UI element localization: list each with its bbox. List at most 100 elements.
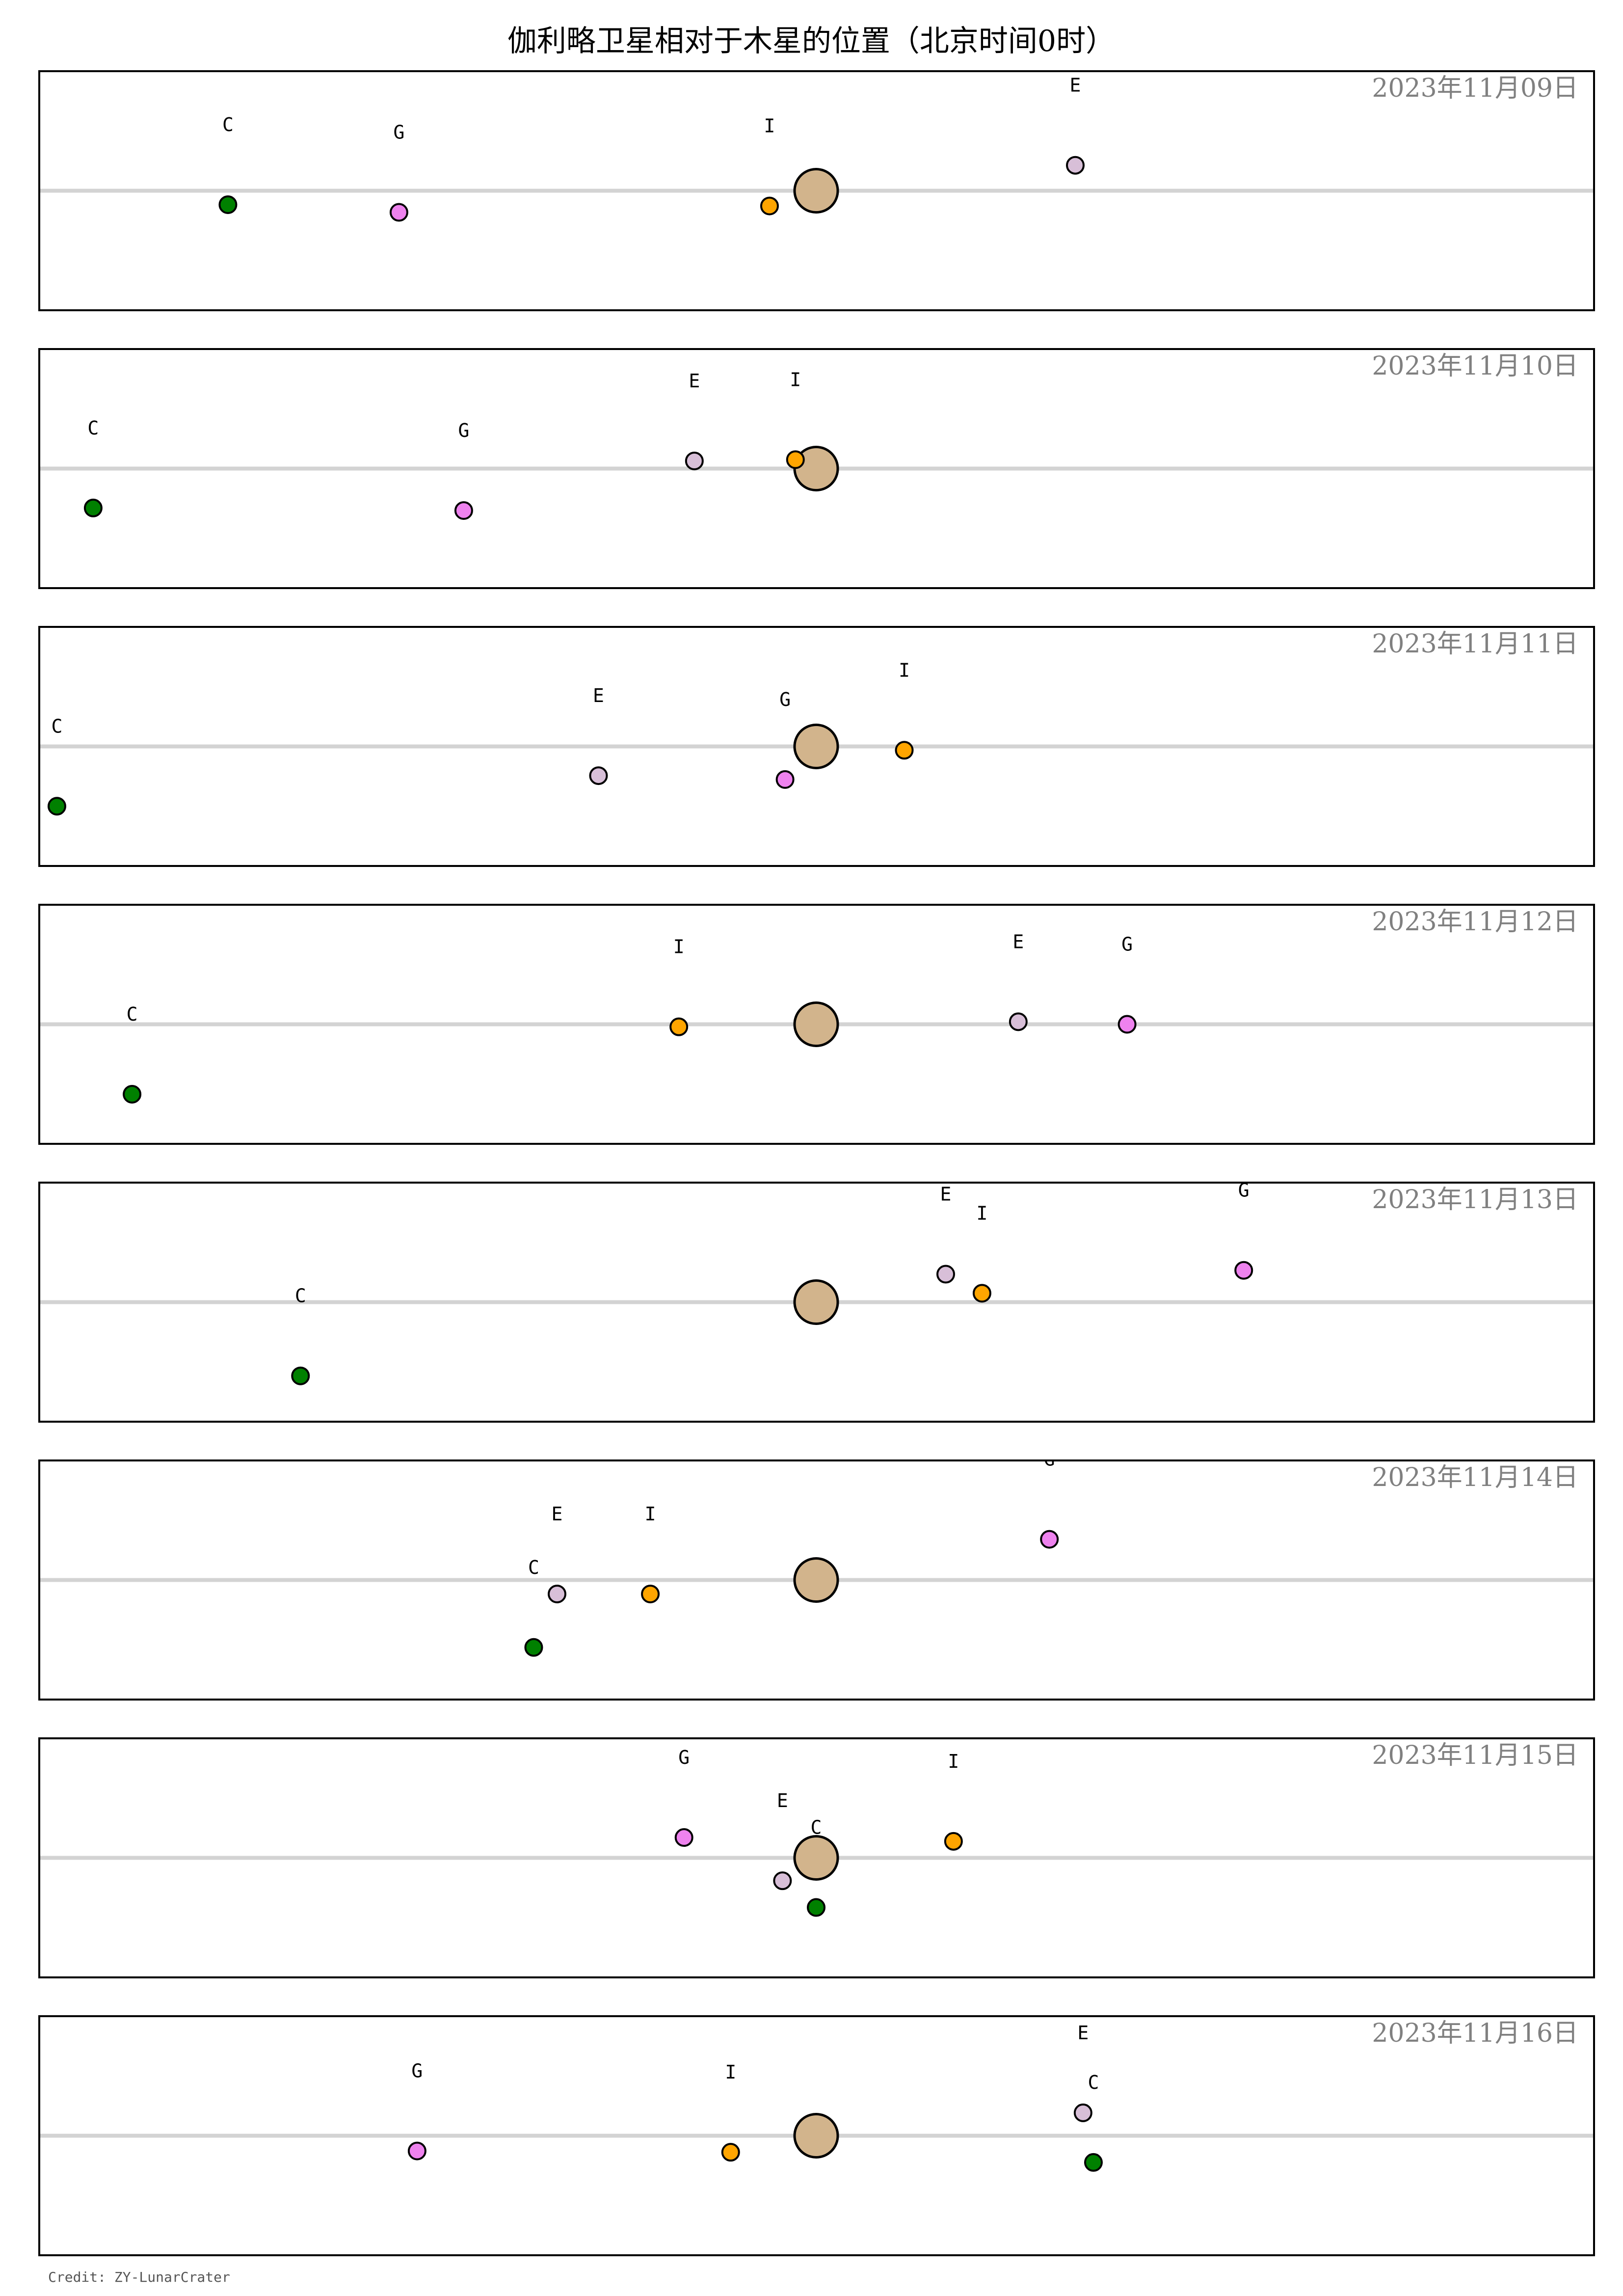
panel-4: C I E G 2023年11月12日 [38,904,1595,1145]
moon-G-label: G [779,689,791,710]
panel-frame [38,904,1595,1145]
moon-C-label: C [295,1285,306,1307]
moon-C-label: C [127,1003,138,1025]
moon-C-marker [807,1898,825,1917]
moon-G-label: G [678,1747,690,1768]
panel-date: 2023年11月16日 [1372,2019,1578,2048]
moon-E-marker [589,766,608,785]
jupiter-marker [793,1835,839,1881]
moon-I-marker [944,1832,963,1851]
panel-date: 2023年11月10日 [1372,351,1578,381]
moon-G-marker [407,2141,426,2161]
moon-E-marker [773,1871,792,1891]
moon-E-label: E [1070,75,1081,96]
moon-C-marker [524,1638,543,1657]
panel-plot-area: C G I E [39,75,1594,222]
panel-date: 2023年11月09日 [1372,74,1578,103]
moon-E-marker [685,451,704,470]
moon-C-marker [218,195,238,214]
moon-G-marker [454,501,473,520]
moon-I-marker [760,196,779,216]
moon-E-label: E [940,1184,952,1205]
moon-C-label: C [87,417,99,439]
moon-I-label: I [976,1202,987,1224]
moon-G-label: G [1044,1449,1055,1470]
moon-C-marker [83,498,103,517]
jupiter-marker [793,724,839,769]
moon-I-label: I [899,659,910,681]
moon-E-label: E [689,370,700,392]
moon-E-marker [936,1265,955,1284]
panel-2: C G E I 2023年11月10日 [38,348,1595,589]
panel-date: 2023年11月13日 [1372,1185,1578,1215]
jupiter-marker [793,1001,839,1047]
moon-I-marker [669,1017,689,1036]
moon-C-label: C [222,114,234,135]
moon-C-marker [47,797,66,816]
moon-G-label: G [1238,1180,1250,1201]
panel-frame [38,1459,1595,1701]
moon-G-marker [1117,1015,1137,1034]
moon-G-marker [674,1828,693,1847]
panel-plot-area: C E G I [39,659,1594,816]
panel-plot-area: C E I G [39,1449,1594,1657]
panel-plot-area: G E C I [39,1747,1594,1917]
panel-plot-area: C E I G [39,1180,1594,1385]
moon-I-label: I [764,115,775,137]
jupiter-marker [793,1279,839,1325]
moon-C-label: C [1088,2072,1099,2093]
moon-I-label: I [790,369,801,390]
panel-6: C E I G 2023年11月14日 [38,1449,1595,1701]
moon-E-marker [548,1584,566,1603]
moon-E-label: E [1012,931,1024,952]
moon-I-label: I [645,1503,656,1525]
moon-G-label: G [393,122,404,143]
panel-frame [38,70,1595,311]
panel-date: 2023年11月12日 [1372,907,1578,937]
moon-C-label: C [52,715,63,737]
moon-G-label: G [411,2060,423,2082]
moon-C-label: C [811,1817,822,1838]
panel-frame [38,2015,1595,2256]
moon-C-marker [1084,2153,1103,2172]
moon-I-label: I [948,1751,959,1772]
panel-8: G I E C 2023年11月16日 [38,2015,1595,2256]
panel-5: C E I G 2023年11月13日 [38,1180,1595,1423]
panel-frame [38,1182,1595,1423]
chart-title: 伽利略卫星相对于木星的位置（北京时间0时） [507,24,1115,58]
panel-date: 2023年11月14日 [1372,1463,1578,1492]
panel-3: C E G I 2023年11月11日 [38,626,1595,867]
panel-7: G E C I 2023年11月15日 [38,1737,1595,1978]
panels-group: C G I E 2023年11月09日 C G E I 2023年11月10日 C E G I 2023年1… [38,70,1595,2256]
panel-date: 2023年11月11日 [1372,629,1578,659]
moon-I-label: I [673,936,685,958]
moon-G-marker [1234,1261,1253,1280]
moon-C-marker [123,1084,142,1104]
moon-C-label: C [528,1557,539,1578]
moon-C-marker [291,1366,310,1385]
moon-I-label: I [725,2061,736,2083]
jupiter-marker [793,2113,839,2159]
moon-E-marker [1066,156,1085,175]
panel-plot-area: C I E G [39,931,1594,1104]
panel-frame [38,1737,1595,1978]
jupiter-marker [793,1557,839,1603]
moon-I-marker [786,450,805,469]
moon-G-label: G [1121,934,1133,955]
panel-frame [38,626,1595,867]
panel-1: C G I E 2023年11月09日 [38,70,1595,311]
moon-I-marker [972,1284,991,1303]
panel-frame [38,348,1595,589]
moon-E-label: E [777,1790,788,1811]
moon-G-marker [389,203,408,222]
panel-plot-area: C G E I [39,369,1594,520]
moon-E-label: E [593,685,604,706]
moon-I-marker [721,2143,740,2162]
moon-E-label: E [552,1503,563,1525]
moon-E-label: E [1077,2022,1089,2044]
credit-text: Credit: ZY-LunarCrater [48,2269,230,2285]
moon-G-marker [1040,1530,1059,1549]
moon-I-marker [641,1584,660,1603]
jupiter-marker [793,168,839,214]
